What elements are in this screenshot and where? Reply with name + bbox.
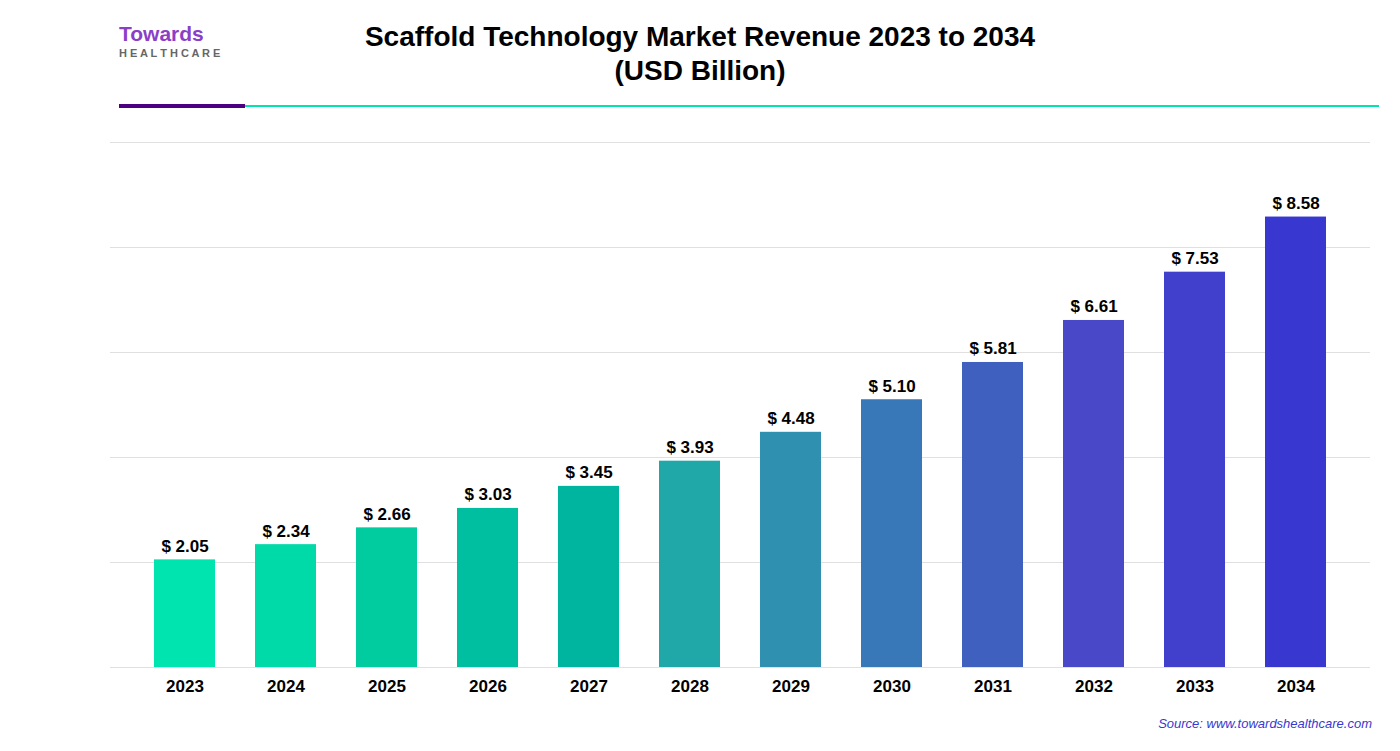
svg-text:2030: 2030: [873, 677, 911, 696]
svg-text:2031: 2031: [974, 677, 1012, 696]
svg-text:2025: 2025: [368, 677, 406, 696]
svg-text:$ 6.61: $ 6.61: [1070, 297, 1117, 316]
svg-text:2024: 2024: [267, 677, 305, 696]
svg-text:$ 2.34: $ 2.34: [262, 522, 310, 541]
html-text:Towards: Towards: [119, 22, 204, 45]
svg-text:2034: 2034: [1277, 677, 1315, 696]
html-text:H E A L T H C A R E: H E A L T H C A R E: [119, 47, 221, 59]
svg-text:2026: 2026: [469, 677, 507, 696]
svg-text:$ 8.58: $ 8.58: [1272, 194, 1319, 213]
svg-text:2032: 2032: [1075, 677, 1113, 696]
svg-text:$ 5.81: $ 5.81: [969, 339, 1016, 358]
svg-text:2033: 2033: [1176, 677, 1214, 696]
html-text:(USD Billion): (USD Billion): [614, 55, 786, 86]
svg-text:2023: 2023: [166, 677, 204, 696]
svg-text:2027: 2027: [570, 677, 608, 696]
svg-text:2028: 2028: [671, 677, 709, 696]
svg-text:$ 5.10: $ 5.10: [868, 377, 915, 396]
svg-text:2029: 2029: [772, 677, 810, 696]
html-text:Source: www.towardshealthcare.: Source: www.towardshealthcare.com: [1158, 716, 1372, 731]
svg-text:$ 7.53: $ 7.53: [1171, 249, 1218, 268]
svg-text:$ 3.93: $ 3.93: [666, 438, 713, 457]
svg-text:$ 3.45: $ 3.45: [565, 463, 612, 482]
svg-text:$ 3.03: $ 3.03: [464, 485, 511, 504]
html-text:Scaffold Technology Market Rev: Scaffold Technology Market Revenue 2023 …: [364, 21, 1036, 52]
svg-text:$ 2.66: $ 2.66: [363, 505, 410, 524]
svg-text:$ 4.48: $ 4.48: [767, 409, 814, 428]
svg-text:$ 2.05: $ 2.05: [161, 537, 208, 556]
